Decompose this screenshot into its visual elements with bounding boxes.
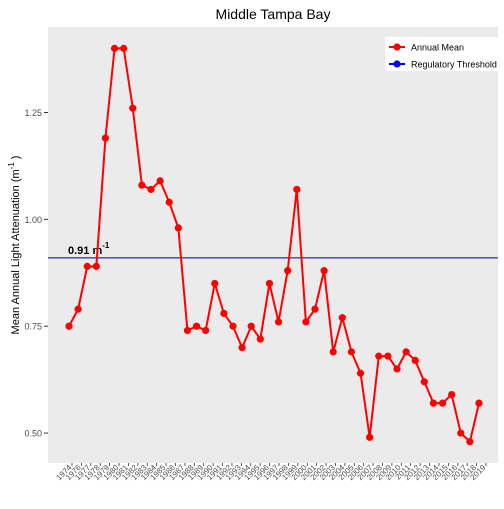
- x-axis: 1974197619771978197919801981198219831984…: [54, 463, 487, 482]
- data-point: [320, 267, 328, 275]
- data-point: [211, 279, 219, 288]
- data-point: [338, 314, 346, 322]
- data-point: [438, 399, 447, 407]
- data-point: [192, 322, 201, 330]
- data-point: [293, 185, 301, 194]
- series-line: [68, 47, 480, 443]
- legend-key-point: [393, 43, 401, 51]
- data-point: [174, 224, 182, 232]
- data-point: [92, 262, 100, 270]
- data-point: [448, 391, 456, 399]
- data-point: [147, 185, 155, 194]
- data-point: [375, 352, 383, 360]
- y-tick-label: 0.50: [24, 429, 42, 439]
- y-axis-label-superscript: -1: [7, 162, 16, 170]
- y-axis-label-suffix: ): [10, 156, 22, 160]
- data-point: [311, 305, 319, 313]
- y-tick-label: 1.00: [24, 215, 42, 225]
- data-point: [229, 322, 237, 330]
- data-point: [256, 335, 264, 343]
- data-point: [284, 267, 292, 275]
- data-point: [202, 326, 210, 335]
- data-point: [101, 134, 110, 142]
- legend-label: Regulatory Threshold: [411, 60, 497, 70]
- data-point: [156, 177, 164, 185]
- y-tick-label: 0.75: [24, 322, 42, 332]
- data-point: [220, 309, 228, 317]
- data-point: [347, 348, 356, 356]
- data-point: [138, 181, 146, 189]
- threshold-label: 0.91 m-1: [68, 241, 110, 257]
- data-point: [165, 198, 173, 206]
- data-point: [110, 44, 119, 52]
- y-tick-label: 1.25: [24, 108, 42, 118]
- data-point: [466, 438, 474, 446]
- legend-label: Annual Mean: [411, 43, 464, 53]
- data-point: [120, 44, 128, 52]
- y-axis-label: Mean Annual Light Attenuation (m-1): [7, 156, 22, 335]
- data-point: [238, 343, 246, 352]
- series-group: [65, 44, 483, 446]
- legend: Annual Mean Regulatory Threshold: [385, 37, 498, 71]
- data-point: [265, 279, 274, 288]
- data-point: [356, 369, 365, 377]
- legend-key-point: [393, 60, 401, 68]
- data-point: [411, 356, 419, 365]
- data-point: [429, 399, 438, 407]
- data-point: [384, 352, 392, 360]
- data-point: [457, 429, 465, 437]
- data-point: [393, 365, 401, 373]
- legend-background: [385, 37, 498, 71]
- data-point: [83, 262, 91, 270]
- data-point: [65, 322, 73, 330]
- data-point: [247, 322, 255, 330]
- threshold-group: 0.91 m-1: [48, 241, 498, 259]
- data-point: [274, 318, 283, 326]
- data-point: [402, 348, 410, 356]
- data-point: [74, 305, 82, 313]
- data-point: [366, 433, 374, 441]
- data-point: [302, 318, 310, 326]
- y-axis-label-main: Mean Annual Light Attenuation (m: [10, 169, 22, 334]
- data-point: [475, 399, 483, 407]
- chart-title: Middle Tampa Bay: [216, 6, 331, 22]
- data-point: [129, 104, 137, 112]
- data-point: [183, 326, 192, 335]
- data-point: [329, 348, 337, 356]
- plot-panel: [48, 27, 498, 463]
- data-point: [420, 378, 428, 386]
- y-axis: 0.50 0.75 1.00 1.25: [24, 108, 48, 439]
